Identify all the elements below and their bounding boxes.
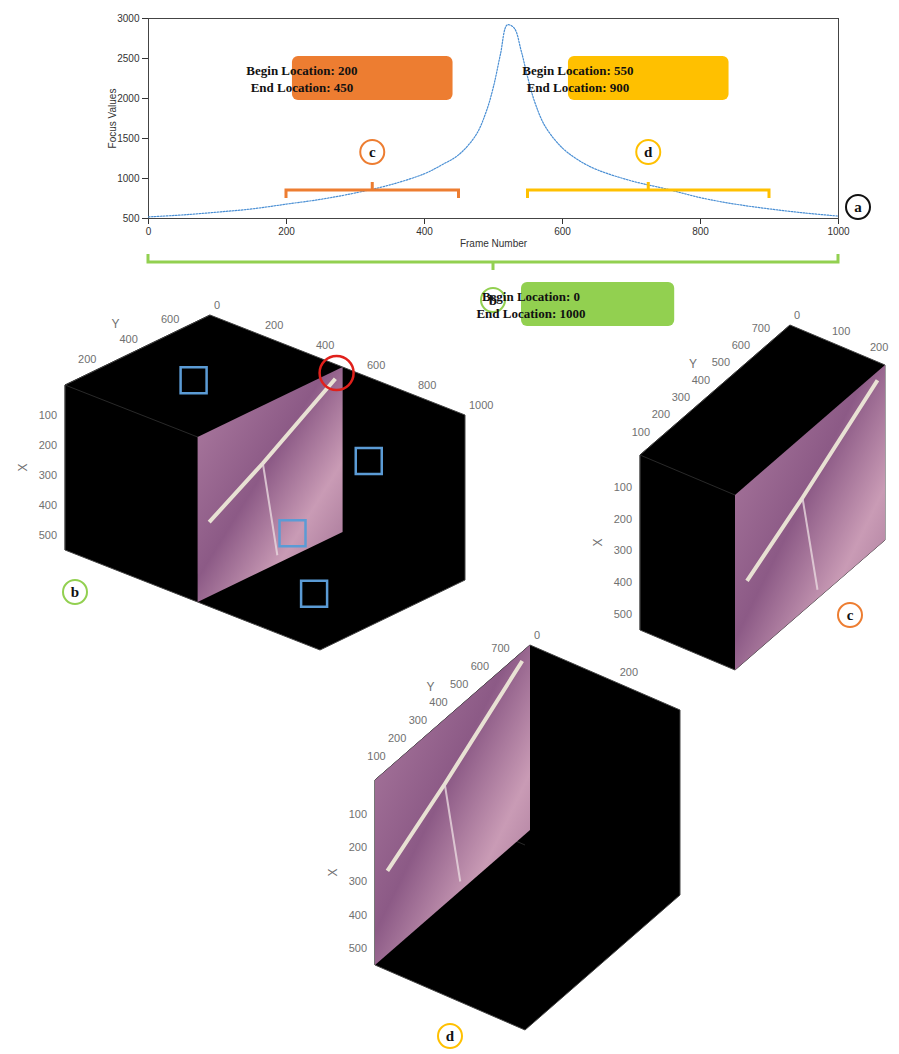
svg-text:X: X (326, 868, 340, 876)
svg-text:400: 400 (316, 339, 334, 351)
svg-text:100: 100 (632, 426, 650, 438)
svg-text:700: 700 (752, 322, 770, 334)
svg-text:Frame Number: Frame Number (460, 238, 528, 249)
svg-text:100: 100 (832, 325, 850, 337)
svg-text:400: 400 (429, 696, 447, 708)
svg-text:Y: Y (426, 680, 434, 694)
svg-text:500: 500 (123, 213, 140, 224)
svg-text:800: 800 (692, 226, 709, 237)
svg-text:Begin Location: 0: Begin Location: 0 (482, 289, 580, 304)
svg-text:End Location: 450: End Location: 450 (251, 80, 354, 95)
svg-text:500: 500 (39, 529, 57, 541)
svg-text:X: X (591, 538, 605, 546)
svg-text:3000: 3000 (117, 13, 140, 24)
svg-text:Y: Y (689, 357, 697, 371)
svg-text:0: 0 (214, 299, 220, 311)
svg-text:0: 0 (534, 629, 540, 641)
svg-text:1000: 1000 (469, 399, 493, 411)
svg-text:100: 100 (367, 750, 385, 762)
svg-text:400: 400 (614, 576, 632, 588)
svg-text:c: c (369, 144, 376, 160)
svg-text:Begin Location: 550: Begin Location: 550 (522, 63, 633, 78)
svg-text:Begin Location: 200: Begin Location: 200 (246, 63, 357, 78)
svg-text:300: 300 (39, 469, 57, 481)
svg-text:600: 600 (161, 313, 179, 325)
svg-text:100: 100 (39, 409, 57, 421)
svg-text:600: 600 (471, 660, 489, 672)
svg-text:200: 200 (620, 666, 638, 678)
svg-text:300: 300 (672, 391, 690, 403)
svg-text:200: 200 (614, 513, 632, 525)
svg-text:100: 100 (614, 481, 632, 493)
svg-text:End Location: 1000: End Location: 1000 (476, 306, 585, 321)
svg-text:X: X (16, 463, 30, 471)
svg-text:400: 400 (39, 499, 57, 511)
svg-text:600: 600 (367, 359, 385, 371)
svg-text:300: 300 (614, 544, 632, 556)
svg-text:2500: 2500 (117, 53, 140, 64)
svg-text:200: 200 (278, 226, 295, 237)
svg-text:End Location: 900: End Location: 900 (527, 80, 630, 95)
svg-text:600: 600 (732, 339, 750, 351)
svg-text:300: 300 (409, 714, 427, 726)
svg-text:2000: 2000 (117, 93, 140, 104)
svg-text:Y: Y (111, 317, 119, 331)
svg-text:500: 500 (450, 678, 468, 690)
svg-text:400: 400 (692, 374, 710, 386)
svg-text:200: 200 (652, 408, 670, 420)
svg-text:100: 100 (349, 808, 367, 820)
svg-text:500: 500 (349, 942, 367, 954)
svg-text:400: 400 (119, 333, 137, 345)
svg-text:0: 0 (146, 226, 152, 237)
svg-text:1000: 1000 (827, 226, 850, 237)
svg-text:200: 200 (265, 319, 283, 331)
svg-text:300: 300 (349, 875, 367, 887)
svg-text:a: a (854, 199, 862, 215)
svg-text:Focus Values: Focus Values (107, 89, 118, 149)
svg-text:200: 200 (39, 439, 57, 451)
svg-text:400: 400 (349, 909, 367, 921)
svg-text:0: 0 (794, 309, 800, 321)
svg-text:500: 500 (614, 608, 632, 620)
svg-text:200: 200 (349, 841, 367, 853)
svg-text:200: 200 (78, 353, 96, 365)
svg-text:400: 400 (416, 226, 433, 237)
svg-text:1500: 1500 (117, 133, 140, 144)
svg-text:c: c (847, 607, 854, 623)
svg-text:d: d (644, 144, 653, 160)
svg-text:600: 600 (554, 226, 571, 237)
svg-text:800: 800 (418, 379, 436, 391)
svg-text:500: 500 (712, 356, 730, 368)
svg-text:700: 700 (491, 642, 509, 654)
svg-text:1000: 1000 (117, 173, 140, 184)
svg-text:b: b (71, 584, 79, 600)
svg-text:200: 200 (870, 341, 888, 353)
svg-text:200: 200 (388, 732, 406, 744)
svg-text:d: d (446, 1028, 455, 1044)
